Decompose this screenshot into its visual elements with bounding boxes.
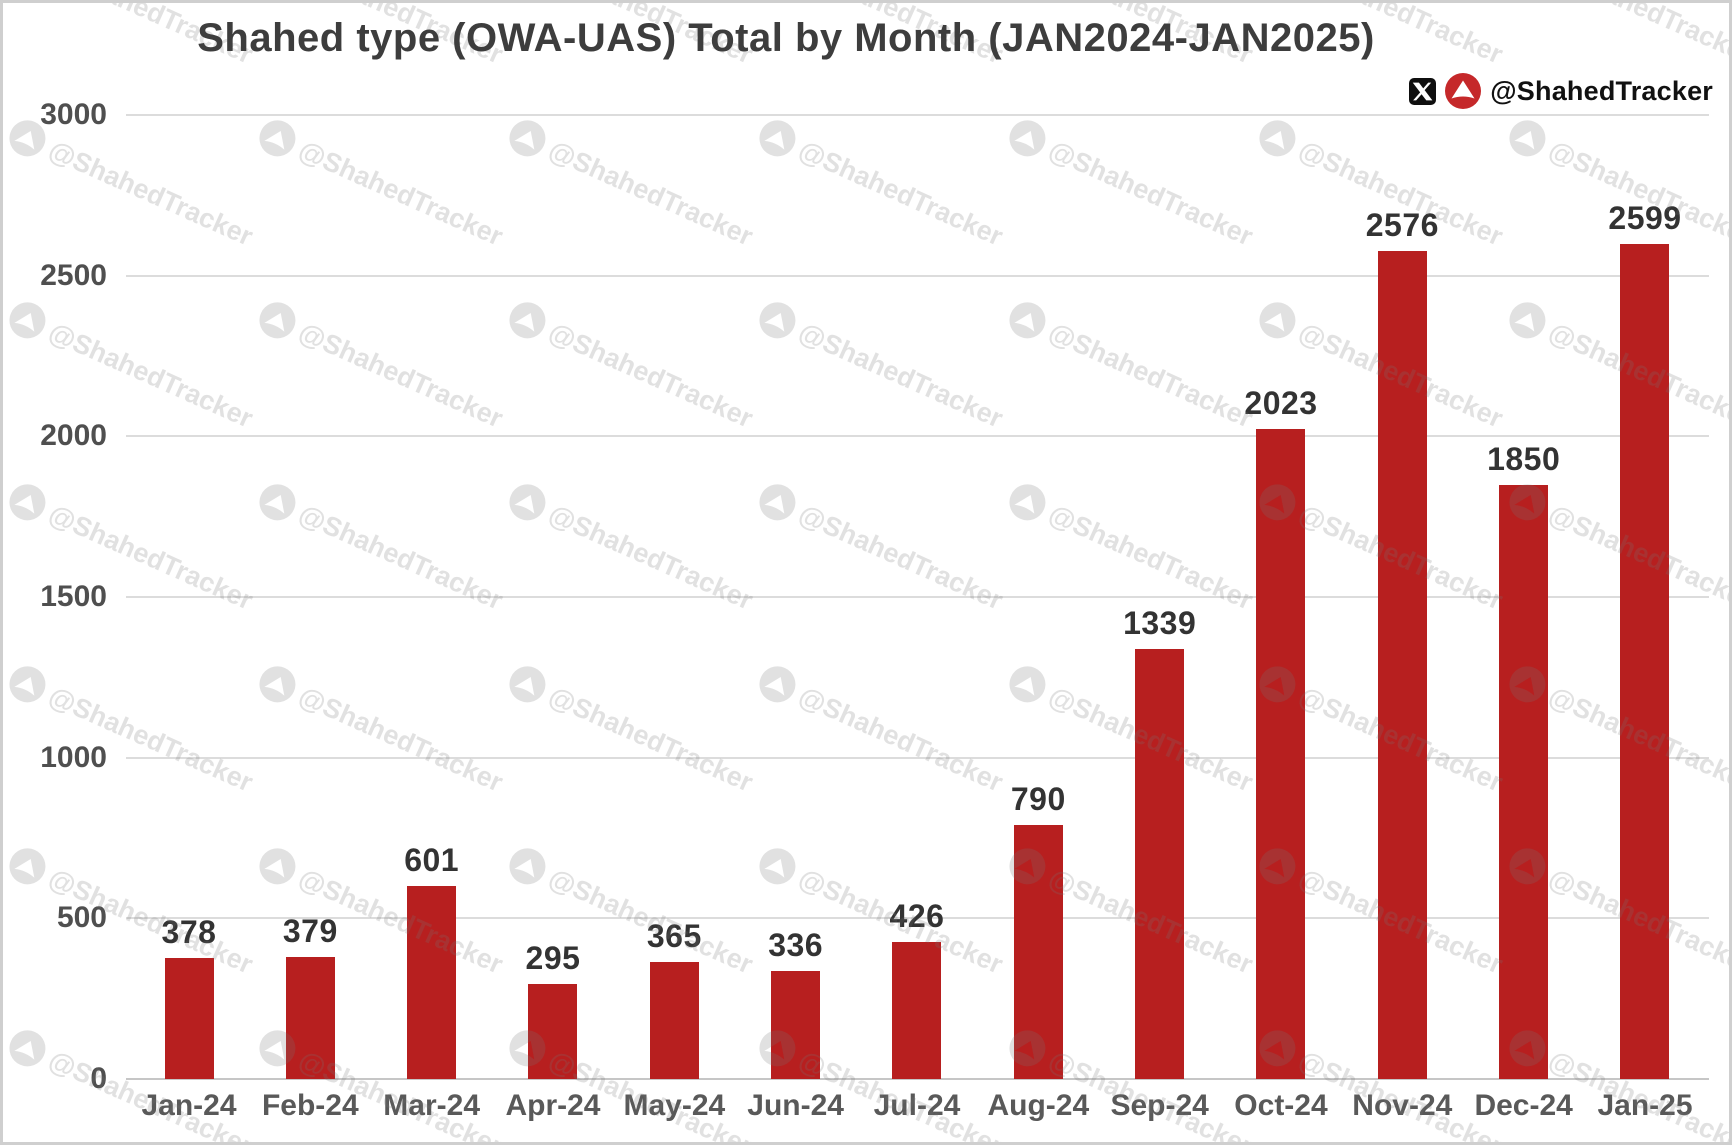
gridline-0 [126,1078,1709,1080]
x-logo-icon [1409,77,1437,105]
bar-value-label-oct-24: 2023 [1244,384,1318,421]
plot-area: 0 500 1000 1500 2000 2500 3000 378 Jan-24 379 Feb-… [3,3,1729,1142]
y-axis-tick-label: 1500 [40,580,107,613]
bar-value-label-apr-24: 295 [525,940,581,977]
y-axis-tick-label: 500 [56,901,107,935]
bar-may-24 [649,961,699,1079]
y-axis-tick-label: 0 [90,1062,107,1095]
bar-value-label-dec-24: 1850 [1487,440,1561,477]
y-axis-tick-label: 1000 [40,740,107,774]
bar-value-label-jul-24: 426 [889,898,945,935]
bar-value-label-feb-24: 379 [282,913,338,950]
x-axis-tick-label-mar-24: Mar-24 [383,1089,481,1122]
bar-jan-24 [164,957,214,1079]
brand-handle: @ShahedTracker [1490,75,1713,106]
x-axis-tick-label-oct-24: Oct-24 [1234,1089,1328,1122]
bar-value-label-mar-24: 601 [404,841,460,878]
x-axis-tick-label-aug-24: Aug-24 [987,1089,1090,1122]
gridline-500 [126,917,1709,920]
bar-value-label-sep-24: 1339 [1123,604,1197,641]
x-axis-tick-label-jul-24: Jul-24 [873,1089,961,1122]
x-axis-tick-label-jan-25: Jan-25 [1597,1089,1693,1122]
x-axis-tick-label-jan-24: Jan-24 [141,1089,237,1122]
gridline-1500 [126,596,1709,598]
x-axis-tick-label-may-24: May-24 [623,1089,726,1122]
y-axis-tick-label: 2500 [40,258,107,292]
brand-attribution: @ShahedTracker [1409,73,1713,109]
bar-value-label-nov-24: 2576 [1365,207,1439,244]
bar-aug-24 [1013,825,1063,1079]
bar-sep-24 [1135,648,1185,1079]
x-axis-tick-label-feb-24: Feb-24 [261,1089,359,1122]
x-axis-tick-label-sep-24: Sep-24 [1110,1089,1209,1122]
bar-value-label-jan-24: 378 [161,913,217,950]
x-axis-tick-label-nov-24: Nov-24 [1352,1089,1453,1122]
y-axis-tick-label: 2000 [40,419,107,453]
bar-mar-24 [407,885,457,1079]
bar-apr-24 [528,984,578,1079]
gridline-2500 [126,274,1709,277]
bar-jul-24 [892,942,942,1079]
bar-dec-24 [1499,484,1549,1079]
bar-value-label-jun-24: 336 [768,927,824,964]
gridline-2000 [126,435,1709,438]
x-axis-tick-label-apr-24: Apr-24 [505,1089,601,1122]
gridline-1000 [126,756,1709,759]
bar-value-label-aug-24: 790 [1010,781,1066,818]
shahed-tracker-logo-icon [1445,73,1482,109]
bar-jun-24 [771,971,821,1079]
x-axis-tick-label-dec-24: Dec-24 [1474,1089,1573,1122]
bar-nov-24 [1377,251,1427,1079]
bar-oct-24 [1256,428,1306,1079]
gridline-3000 [126,114,1709,116]
bar-value-label-jan-25: 2599 [1608,199,1682,236]
bar-value-label-may-24: 365 [646,917,702,954]
chart-title: Shahed type (OWA-UAS) Total by Month (JA… [197,16,1375,60]
bar-jan-25 [1620,243,1670,1079]
x-axis-tick-label-jun-24: Jun-24 [747,1089,844,1122]
bar-feb-24 [285,957,335,1079]
y-axis-tick-label: 3000 [40,98,107,131]
